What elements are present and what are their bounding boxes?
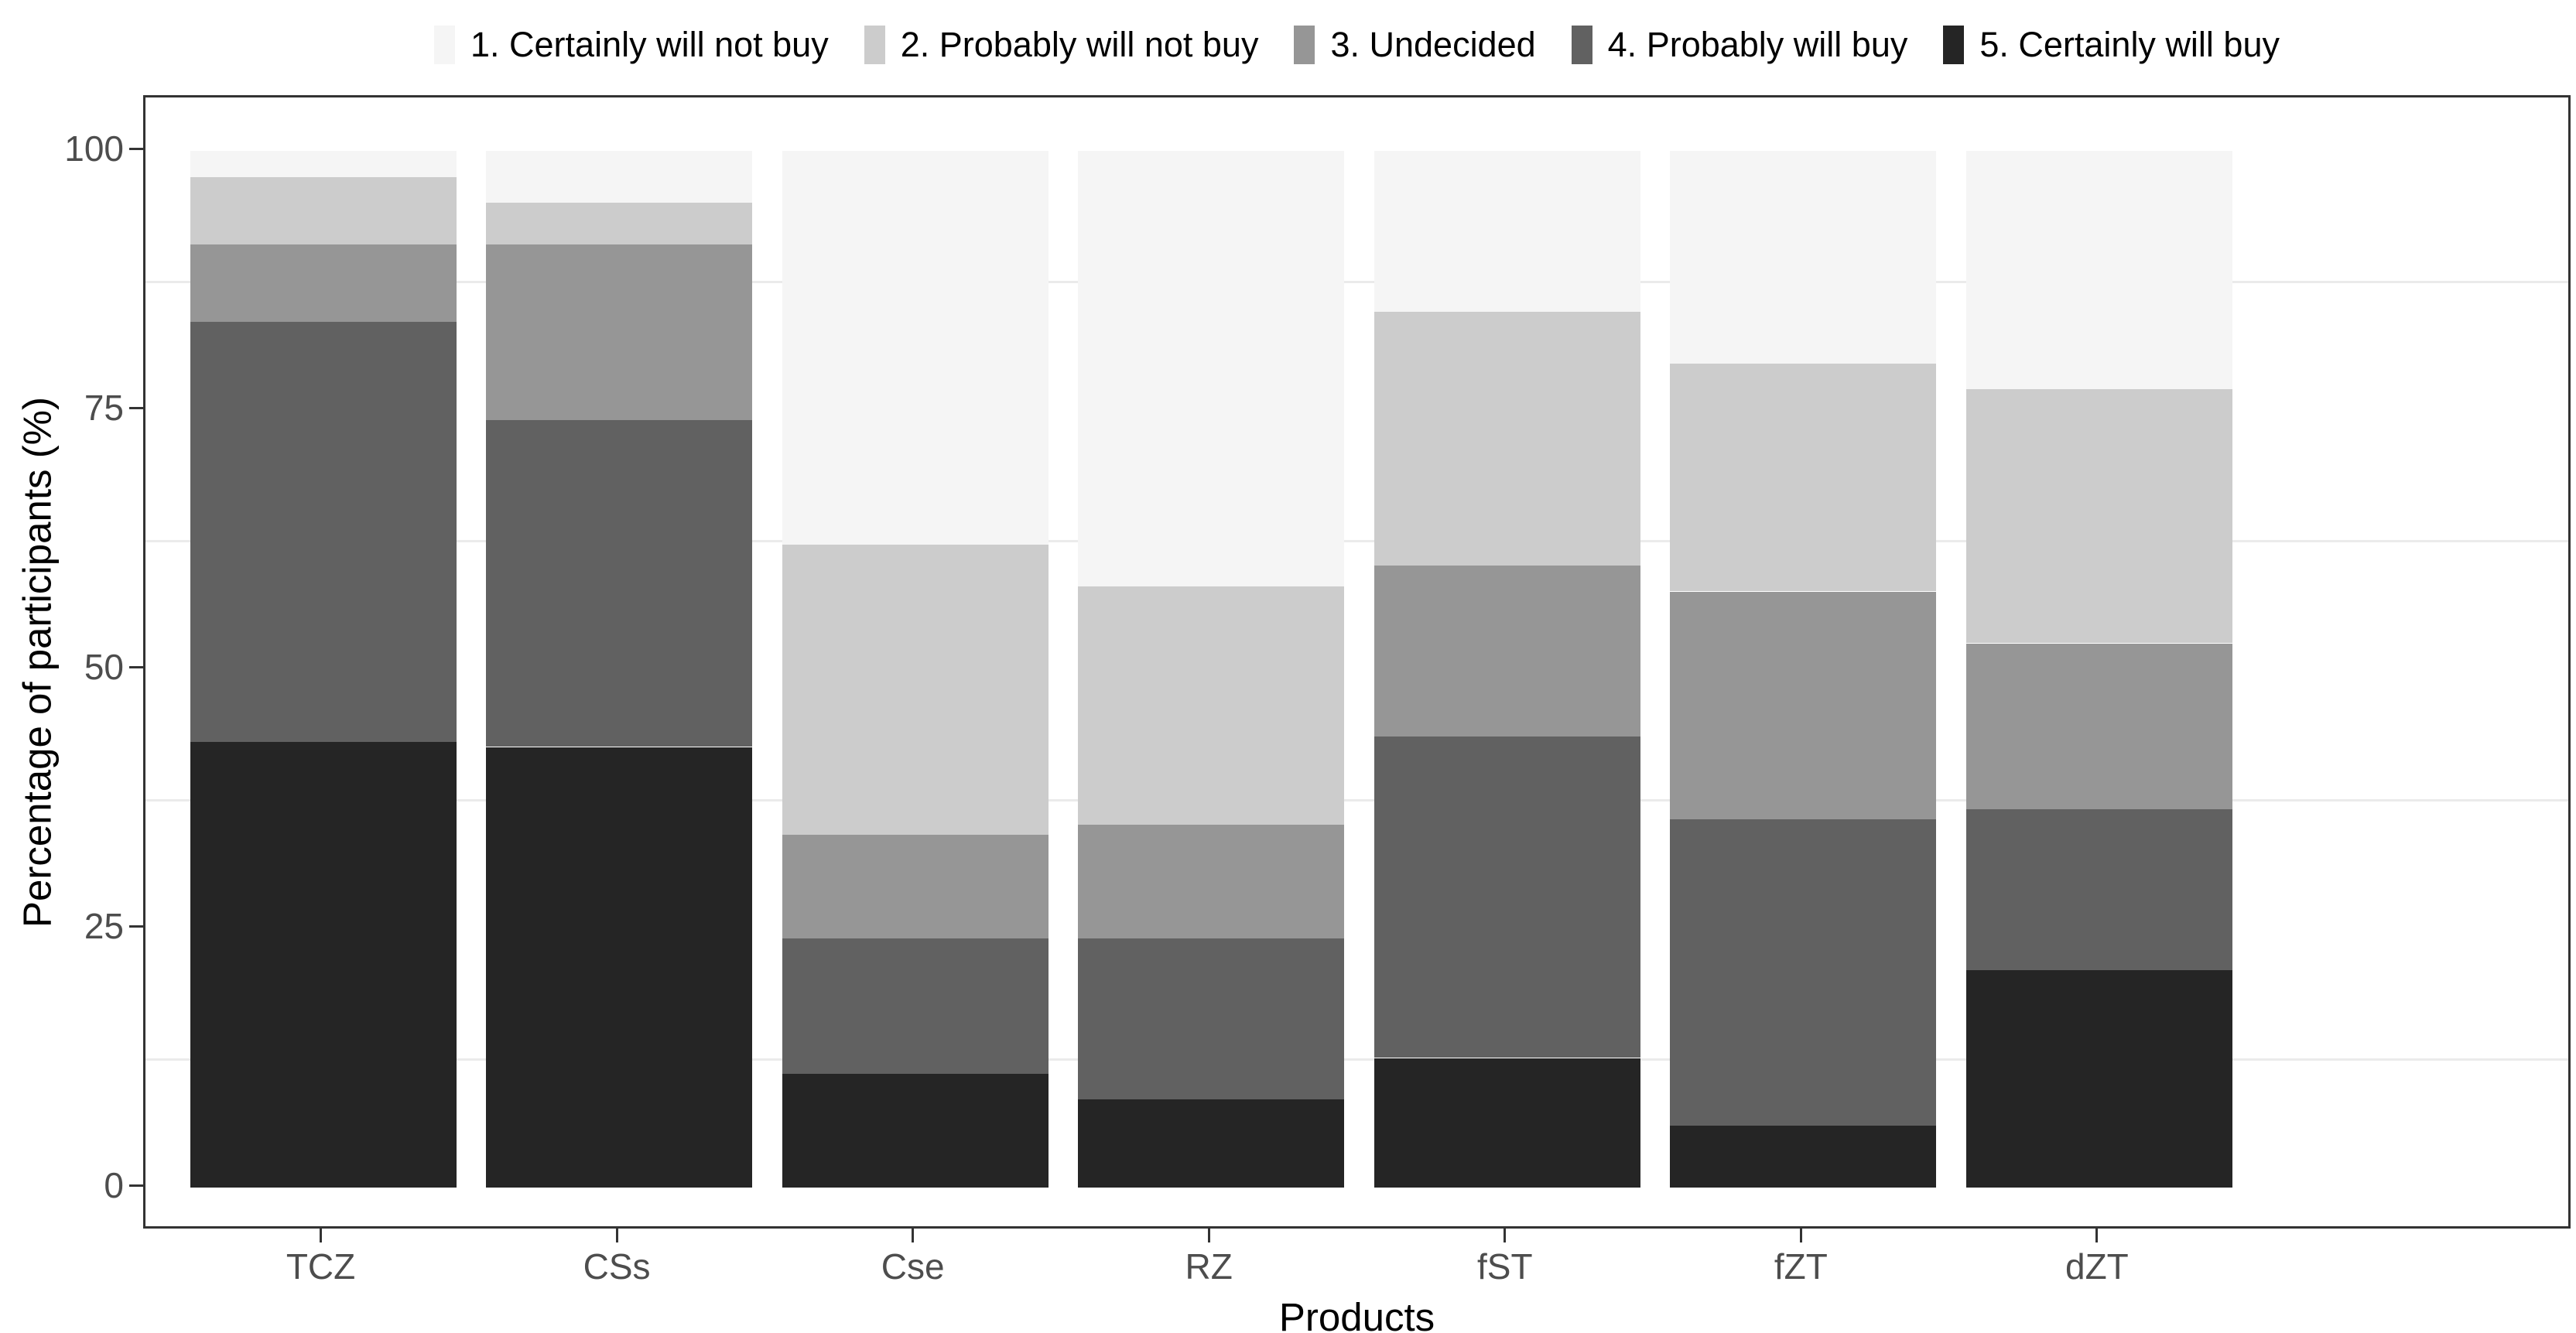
x-tick-mark [615, 1229, 618, 1242]
bar-segment-TCZ-level3 [190, 244, 457, 323]
x-tick-label-RZ: RZ [1185, 1246, 1233, 1287]
bar-segment-dZT-level1 [1966, 151, 2232, 390]
bar-segment-fST-level1 [1374, 151, 1640, 312]
x-tick-mark [1504, 1229, 1507, 1242]
minor-gridline [145, 798, 2568, 802]
bar-segment-RZ-level1 [1078, 151, 1344, 586]
bar-segment-dZT-level4 [1966, 808, 2232, 970]
bar-segment-fZT-level4 [1670, 819, 1936, 1126]
legend-label: 4. Probably will buy [1607, 24, 1908, 64]
legend-swatch-icon [434, 25, 455, 64]
legend-label: 2. Probably will not buy [900, 24, 1259, 64]
legend-item-4: 4. Probably will buy [1571, 24, 1908, 65]
chart-legend: 1. Certainly will not buy 2. Probably wil… [143, 8, 2571, 81]
x-tick-label-Cse: Cse [881, 1246, 945, 1287]
x-tick-label-CSs: CSs [583, 1246, 651, 1287]
y-tick-label-50: 50 [84, 647, 124, 687]
bar-segment-fZT-level3 [1670, 591, 1936, 820]
legend-item-5: 5. Certainly will buy [1943, 25, 2280, 65]
bar-segment-dZT-level5 [1966, 969, 2232, 1188]
x-tick-mark [1207, 1229, 1210, 1242]
bar-segment-CSs-level2 [486, 203, 752, 244]
y-tick-mark [129, 925, 143, 928]
bar-segment-Cse-level4 [782, 938, 1049, 1074]
bar-segment-RZ-level4 [1078, 938, 1344, 1100]
bar-segment-TCZ-level5 [190, 741, 457, 1188]
y-tick-label-0: 0 [104, 1165, 124, 1205]
x-tick-label-dZT: dZT [2065, 1246, 2129, 1287]
legend-label: 5. Certainly will buy [1979, 24, 2280, 64]
x-axis-title: Products [1278, 1295, 1435, 1333]
bar-segment-dZT-level3 [1966, 643, 2232, 809]
bar-segment-dZT-level2 [1966, 389, 2232, 644]
legend-swatch-icon [864, 25, 885, 64]
x-tick-label-fST: fST [1476, 1246, 1533, 1287]
bar-segment-TCZ-level4 [190, 322, 457, 742]
bar-segment-Cse-level3 [782, 835, 1049, 939]
legend-swatch-icon [1294, 25, 1315, 64]
bar-segment-fZT-level1 [1670, 151, 1936, 364]
legend-label: 3. Undecided [1330, 24, 1536, 64]
x-tick-label-fZT: fZT [1774, 1246, 1828, 1287]
bar-segment-CSs-level1 [486, 151, 752, 203]
bar-segment-TCZ-level2 [190, 176, 457, 244]
bar-segment-RZ-level3 [1078, 825, 1344, 939]
bar-segment-fZT-level2 [1670, 363, 1936, 592]
bar-segment-Cse-level5 [782, 1073, 1049, 1188]
minor-gridline [145, 1058, 2568, 1061]
y-tick-mark [129, 407, 143, 409]
legend-item-1: 1. Certainly will not buy [434, 25, 829, 65]
legend-swatch-icon [1943, 25, 1965, 64]
bar-segment-fST-level3 [1374, 566, 1640, 737]
bar-segment-CSs-level5 [486, 747, 752, 1188]
bar-segment-Cse-level1 [782, 151, 1049, 545]
minor-gridline [145, 280, 2568, 283]
y-tick-label-75: 75 [84, 388, 124, 428]
x-tick-mark [1799, 1229, 1802, 1242]
bar-segment-fST-level4 [1374, 737, 1640, 1058]
legend-item-3: 3. Undecided [1294, 24, 1536, 65]
bar-segment-CSs-level3 [486, 244, 752, 421]
legend-label: 1. Certainly will not buy [470, 24, 829, 64]
bar-segment-CSs-level4 [486, 420, 752, 747]
bar-segment-fST-level5 [1374, 1058, 1640, 1188]
y-tick-label-100: 100 [64, 128, 124, 169]
y-tick-mark [129, 148, 143, 150]
legend-item-2: 2. Probably will not buy [864, 24, 1259, 65]
bar-segment-fZT-level5 [1670, 1125, 1936, 1188]
x-tick-mark [912, 1229, 915, 1242]
bar-segment-RZ-level2 [1078, 586, 1344, 825]
x-tick-mark [320, 1229, 323, 1242]
plot-panel [143, 95, 2571, 1229]
x-tick-mark [2095, 1229, 2099, 1242]
bar-segment-TCZ-level1 [190, 151, 457, 177]
y-tick-mark [129, 1184, 143, 1187]
x-tick-label-TCZ: TCZ [286, 1246, 356, 1287]
y-tick-label-25: 25 [84, 906, 124, 946]
legend-swatch-icon [1571, 25, 1592, 64]
bar-segment-Cse-level2 [782, 545, 1049, 836]
minor-gridline [145, 539, 2568, 542]
bar-segment-RZ-level5 [1078, 1099, 1344, 1188]
bar-segment-fST-level2 [1374, 311, 1640, 566]
y-tick-mark [129, 666, 143, 668]
